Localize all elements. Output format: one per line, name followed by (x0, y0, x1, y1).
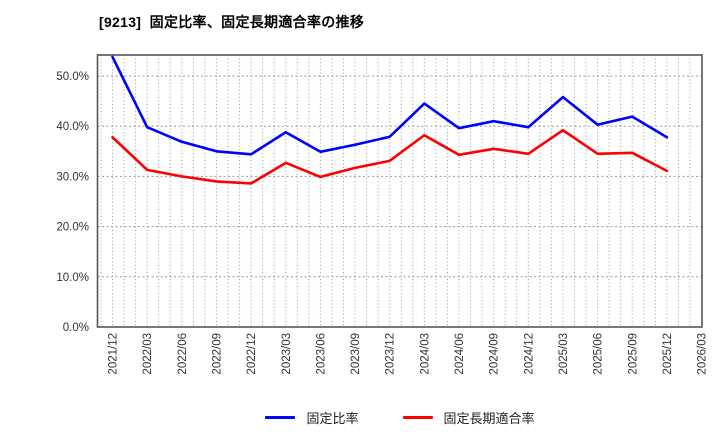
x-tick-label: 2025/03 (558, 333, 570, 375)
page-title: [9213] 固定比率、固定長期適合率の推移 (99, 14, 365, 30)
x-tick-label: 2022/12 (246, 333, 258, 375)
plot-border (96, 54, 703, 328)
y-tick-label: 40.0% (56, 121, 89, 133)
y-tick-label: 10.0% (56, 272, 89, 284)
y-tick-label: 20.0% (56, 222, 89, 234)
x-tick-label: 2025/12 (662, 333, 674, 375)
fixed-ratio-line-swatch (265, 415, 296, 419)
y-tick-label: 50.0% (56, 71, 89, 83)
fixed-ratio-legend-label: 固定比率 (306, 410, 359, 426)
legend-item-long-term-ratio: 固定長期適合率 (402, 408, 535, 427)
x-tick-label: 2025/06 (593, 333, 605, 375)
y-tick-label: 0.0% (63, 322, 89, 334)
x-tick-label: 2022/06 (177, 333, 189, 375)
x-tick-label: 2025/09 (627, 333, 639, 375)
x-tick-label: 2023/03 (281, 333, 293, 375)
legend: 固定比率 固定長期適合率 (80, 405, 720, 429)
x-tick-label: 2022/09 (211, 333, 223, 375)
y-tick-label: 30.0% (56, 171, 89, 183)
x-tick-label: 2024/03 (419, 333, 431, 375)
x-tick-label: 2024/09 (489, 333, 501, 375)
x-tick-label: 2023/09 (350, 333, 362, 375)
fixed-ratio-line (111, 55, 669, 156)
x-tick-label: 2026/03 (697, 333, 709, 375)
x-tick-label: 2024/06 (454, 333, 466, 375)
legend-item-fixed-ratio: 固定比率 (265, 408, 359, 427)
x-tick-label: 2023/06 (315, 333, 327, 375)
x-tick-label: 2021/12 (108, 333, 120, 375)
x-tick-label: 2023/12 (385, 333, 397, 375)
long-term-ratio-line (111, 128, 669, 185)
long-term-ratio-line-swatch (402, 415, 433, 419)
x-tick-label: 2024/12 (523, 333, 535, 375)
long-term-ratio-legend-label: 固定長期適合率 (443, 410, 535, 426)
x-tick-label: 2022/03 (142, 333, 154, 375)
